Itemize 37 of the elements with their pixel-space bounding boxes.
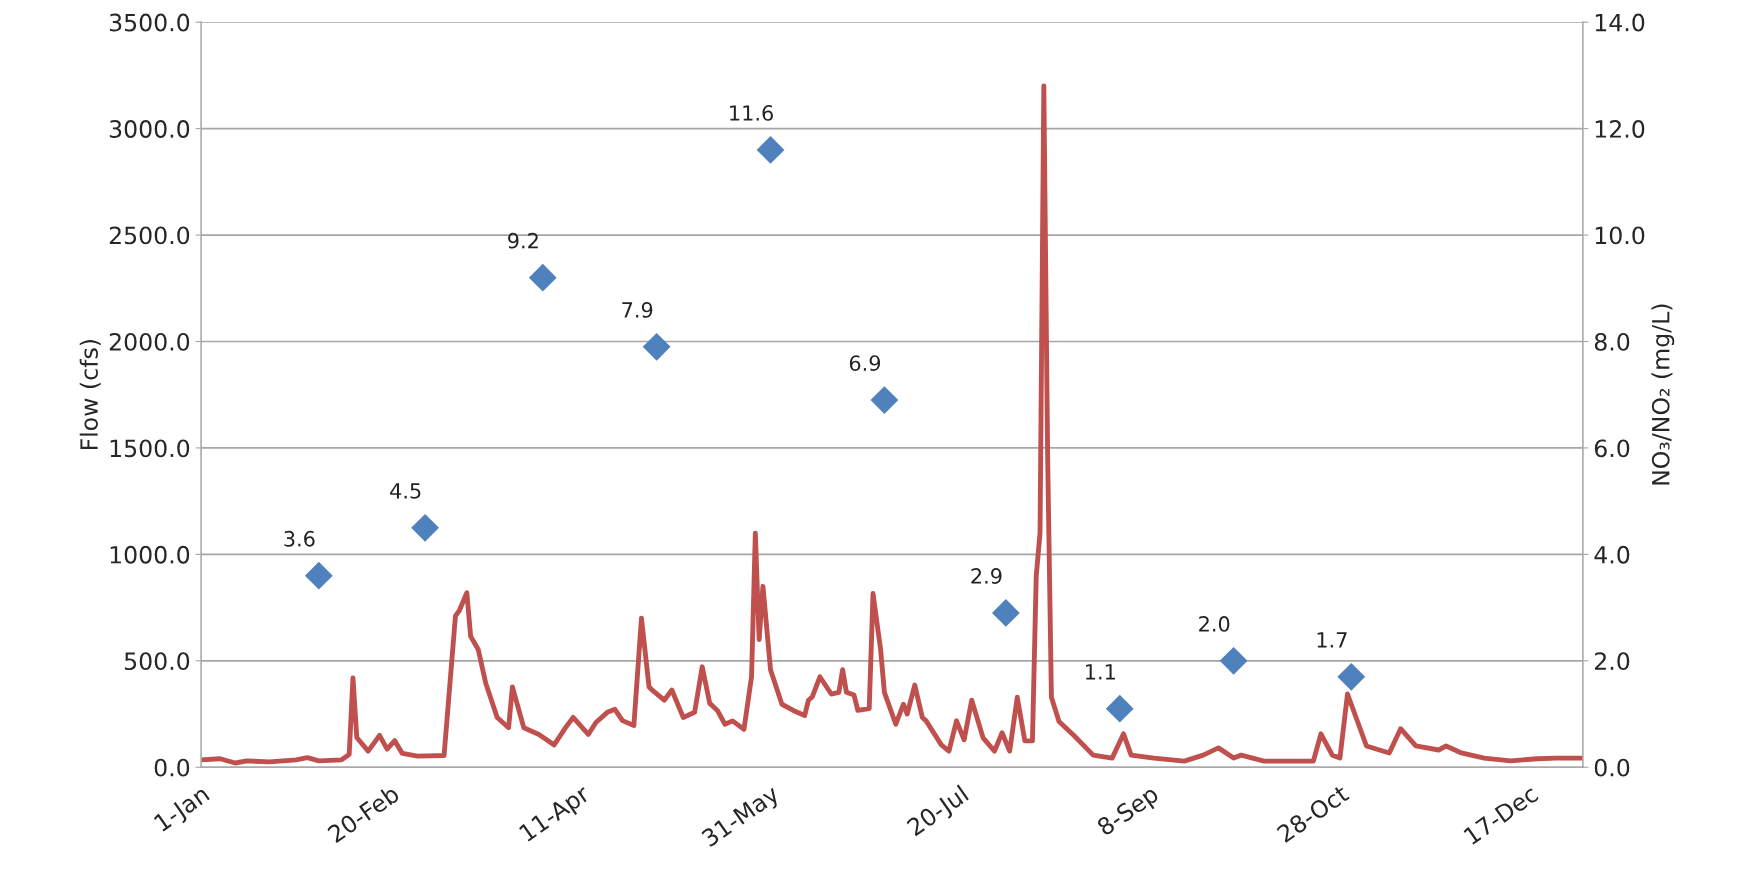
- point: [1219, 646, 1248, 675]
- y-tick-label: 2000.0: [109, 332, 190, 351]
- y-tick-label: 0.0: [154, 758, 190, 777]
- y2-tick-label: 14.0: [1595, 13, 1645, 32]
- data-label: 2.0: [1199, 616, 1230, 632]
- y-tick-label: 3000.0: [109, 120, 190, 138]
- point: [1105, 694, 1134, 723]
- point: [411, 513, 439, 542]
- data-label: 9.2: [508, 232, 538, 249]
- point: [528, 263, 557, 292]
- y-tick-label: 1500.0: [110, 439, 190, 458]
- point: [870, 386, 899, 414]
- y2-tick-label: 4.0: [1594, 545, 1630, 564]
- data-label: 6.9: [849, 355, 881, 371]
- y-tick-label: 2500.0: [109, 226, 190, 245]
- y2-tick-label: 12.0: [1595, 120, 1645, 138]
- data-label: 11.6: [730, 105, 773, 121]
- y2-axis-title: NO₃/NO₂ (mg/L): [1651, 304, 1675, 485]
- point: [1337, 662, 1366, 691]
- y-axis-title: Flow (cfs): [79, 340, 101, 450]
- data-label: 1.1: [1086, 664, 1115, 680]
- y2-tick-label: 6.0: [1594, 439, 1630, 458]
- y2-tick-label: 0.0: [1594, 758, 1630, 777]
- data-label: 7.9: [622, 302, 653, 318]
- y2-tick-label: 10.0: [1595, 226, 1645, 245]
- y-tick-label: 1000.0: [110, 545, 190, 564]
- data-label: 4.5: [390, 483, 421, 499]
- y-tick-label: 3500.0: [109, 13, 190, 32]
- data-label: 1.7: [1317, 632, 1347, 648]
- point: [756, 136, 785, 164]
- data-label: 3.6: [284, 530, 315, 547]
- y-tick-label: 500.0: [124, 652, 190, 671]
- data-label: 2.9: [971, 568, 1002, 584]
- y2-tick-label: 2.0: [1594, 652, 1630, 671]
- point: [991, 599, 1020, 627]
- point: [642, 332, 671, 361]
- y2-tick-label: 8.0: [1594, 332, 1630, 351]
